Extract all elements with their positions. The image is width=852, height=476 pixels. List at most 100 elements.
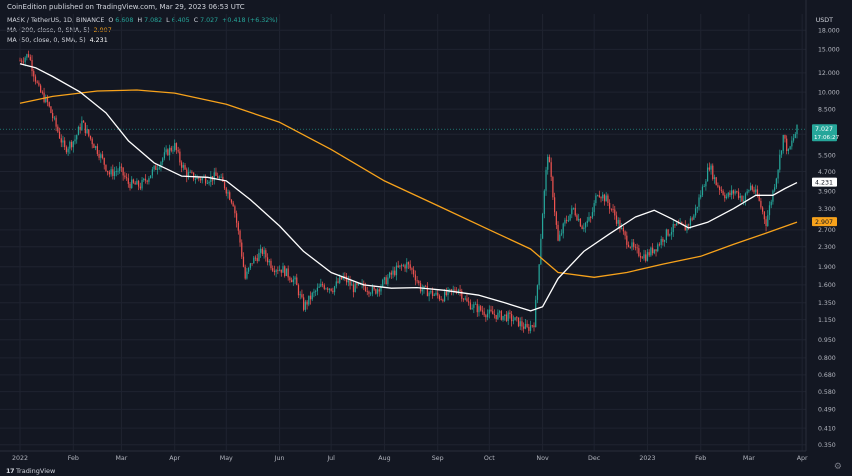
candle-up [780,150,783,155]
x-tick-label: Feb [695,455,706,462]
candle-up [473,304,475,308]
candle-up [507,312,509,322]
candle-up [791,140,793,147]
candle-up [567,220,569,222]
candle-down [364,286,367,292]
candle-down [58,131,61,139]
candle-down [366,291,368,292]
candle-down [481,310,484,312]
candle-down [425,285,427,287]
candle-down [648,252,650,256]
candle-down [31,60,33,72]
candle-down [658,244,661,246]
candle-up [86,129,88,134]
candle-down [737,191,740,198]
candle-down [129,183,131,189]
candle-up [536,285,539,300]
candle-down [651,247,654,254]
candle-up [333,286,336,293]
candle-up [787,149,790,151]
candle-down [33,71,35,77]
candle-up [67,148,69,153]
candle-up [457,289,459,294]
price-tag-label: 2.907 [815,219,833,226]
candle-down [736,191,738,193]
candle-down [184,165,186,170]
candle-up [218,177,221,179]
y-tick-label: 12.000 [818,70,840,77]
candle-up [113,171,116,176]
candle-up [263,250,265,254]
candle-up [621,227,623,230]
y-tick-label: 0.680 [818,372,836,379]
candle-down [125,177,128,179]
candle-up [486,313,489,318]
candle-down [426,286,429,297]
candle-up [743,200,745,202]
candle-down [349,280,351,286]
candle-down [88,129,90,136]
x-tick-label: Jul [326,455,335,462]
candle-down [516,317,518,319]
candle-down [615,215,618,224]
candle-down [222,176,224,182]
candle-down [526,323,528,327]
candle-down [610,208,612,210]
tradingview-logo[interactable]: 17 TradingView [6,467,56,475]
candle-up [562,223,564,234]
candle-down [528,326,530,331]
candle-down [261,248,264,254]
candle-up [248,267,250,272]
currency-unit-label: USDT [815,17,833,24]
candle-down [627,244,630,247]
candle-up [782,134,784,151]
candle-down [413,269,415,275]
candle-down [91,138,93,145]
y-tick-label: 1.350 [818,300,836,307]
candle-down [38,82,40,86]
candle-up [744,193,747,201]
candle-down [751,185,753,190]
candle-up [789,146,791,150]
candle-down [401,265,403,267]
candle-down [251,263,253,265]
candle-up [703,186,705,188]
x-tick-label: Mar [743,455,755,462]
candle-up [258,252,260,262]
candle-down [134,182,136,185]
candle-up [162,158,164,163]
x-tick-label: Feb [68,455,79,462]
candle-down [634,246,637,248]
gear-icon[interactable]: ⚙ [833,462,842,472]
candle-down [614,209,616,216]
candle-down [237,222,239,231]
candle-down [662,238,664,242]
x-tick-label: Nov [536,455,549,462]
candle-up [311,292,313,300]
candle-down [720,189,722,191]
candle-down [442,299,444,302]
candle-down [459,289,461,292]
symbol-legend: MASK / TetherUS, 1D, BINANCE O 6.608 H 7.0… [7,17,280,24]
ma50-legend[interactable]: MA (50, close, 0, SMA, 5) 4.231 [7,37,110,44]
candle-up [196,177,198,180]
candle-up [706,167,709,182]
y-tick-label: 0.490 [818,407,836,414]
candle-down [50,106,52,114]
candle-up [701,186,704,196]
candle-up [583,227,585,229]
candle-down [468,301,470,303]
symbol-title[interactable]: MASK / TetherUS, 1D, BINANCE [7,17,105,24]
candle-up [669,234,671,236]
candle-down [555,212,557,225]
ohlc-change: +0.418 (+6.32%) [222,17,278,24]
ma200-line [19,89,798,278]
countdown-label: 17:06:27 [814,135,840,141]
candle-down [509,312,511,315]
candle-up [617,220,619,224]
candle-down [112,169,114,176]
candle-up [767,215,769,227]
candle-down [239,230,241,243]
candle-up [395,265,398,276]
